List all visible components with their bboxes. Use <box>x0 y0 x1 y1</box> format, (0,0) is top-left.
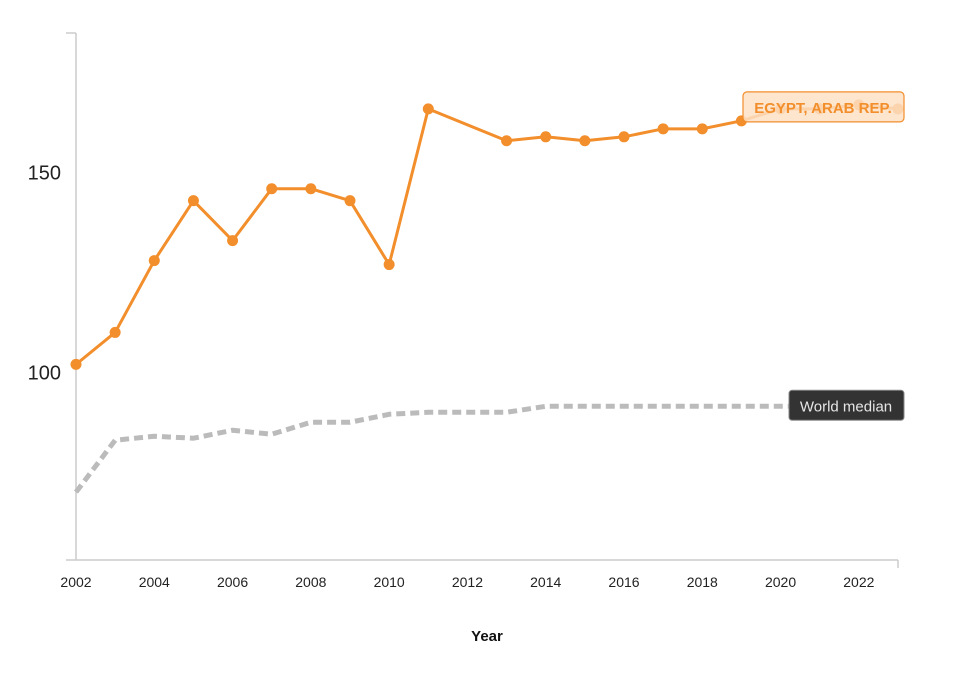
egypt-line <box>75 103 899 366</box>
x-tick-label: 2018 <box>687 574 718 590</box>
y-tick-label: 150 <box>28 163 61 185</box>
egypt-point[interactable] <box>148 255 160 267</box>
egypt-label-box <box>742 91 905 123</box>
egypt-point[interactable] <box>344 195 356 207</box>
egypt-point[interactable] <box>540 131 552 143</box>
egypt-point[interactable] <box>579 135 591 147</box>
x-tick-label: 2008 <box>295 574 326 590</box>
y-tick-label: 100 <box>28 362 61 384</box>
world-median-line <box>74 403 859 494</box>
x-tick-label: 2002 <box>60 574 91 590</box>
x-tick-label: 2012 <box>452 574 483 590</box>
egypt-point[interactable] <box>305 183 317 195</box>
x-tick-label: 2014 <box>530 574 561 590</box>
x-tick-label: 2010 <box>374 574 405 590</box>
egypt-point[interactable] <box>70 358 82 370</box>
x-tick-label: 2006 <box>217 574 248 590</box>
x-axis-title: Year <box>471 628 503 645</box>
x-tick-label: 2022 <box>843 574 874 590</box>
egypt-point[interactable] <box>227 235 239 247</box>
world-median-series-label: World median <box>800 398 892 415</box>
egypt-point[interactable] <box>187 195 199 207</box>
egypt-series-label: EGYPT, ARAB REP. <box>754 100 892 117</box>
x-tick-label: 2016 <box>608 574 639 590</box>
egypt-point[interactable] <box>109 326 121 338</box>
series-layer <box>70 99 904 494</box>
x-tick-labels: 2002 2004 2006 2008 2010 2012 2014 2016 2018 2020… <box>60 574 874 590</box>
egypt-point[interactable] <box>266 183 278 195</box>
y-tick-labels: 100 150 <box>28 163 61 385</box>
egypt-point[interactable] <box>383 259 395 271</box>
egypt-point[interactable] <box>696 123 708 135</box>
series-labels: EGYPT, ARAB REP. World median <box>742 91 905 421</box>
x-tick-label: 2020 <box>765 574 796 590</box>
world-median-label-box <box>788 389 905 421</box>
egypt-point[interactable] <box>618 131 630 143</box>
egypt-point[interactable] <box>501 135 513 147</box>
axes <box>66 32 899 568</box>
egypt-point[interactable] <box>657 123 669 135</box>
x-tick-label: 2004 <box>139 574 170 590</box>
egypt-point[interactable] <box>422 103 434 115</box>
